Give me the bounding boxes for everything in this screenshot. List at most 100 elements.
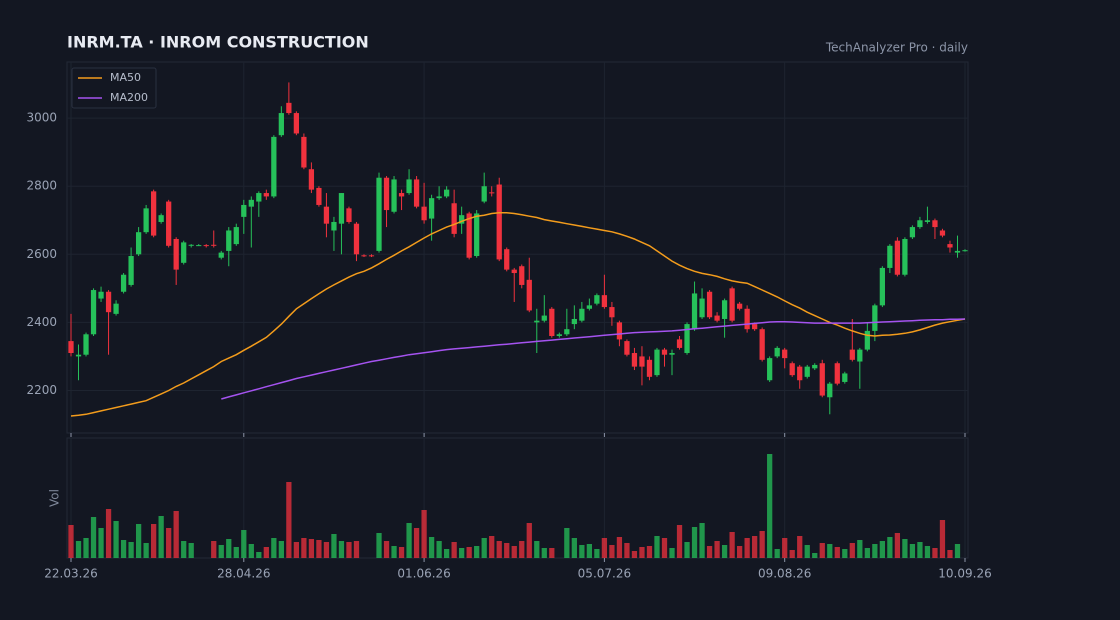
volume-bar bbox=[346, 542, 352, 558]
volume-bar bbox=[714, 541, 720, 558]
candle-body bbox=[939, 230, 946, 236]
candle-body bbox=[541, 315, 547, 321]
candle-body bbox=[398, 193, 405, 197]
volume-bar bbox=[511, 546, 517, 558]
volume-bar bbox=[75, 541, 82, 558]
candle-body bbox=[368, 255, 375, 257]
volume-bar bbox=[639, 547, 645, 558]
volume-bar bbox=[564, 528, 570, 558]
candle-body bbox=[226, 230, 232, 251]
candle-body bbox=[639, 356, 645, 367]
volume-bar bbox=[684, 542, 690, 558]
candle-body bbox=[248, 199, 254, 207]
volume-bar bbox=[263, 547, 269, 558]
volume-bar bbox=[789, 550, 795, 558]
volume-bar bbox=[451, 542, 457, 558]
candle-body bbox=[293, 113, 300, 134]
candle-body bbox=[812, 364, 818, 369]
candle-body bbox=[864, 330, 870, 350]
volume-bar bbox=[376, 533, 382, 558]
candle-body bbox=[278, 113, 284, 136]
candle-body bbox=[286, 102, 292, 114]
candle-body bbox=[338, 193, 345, 224]
volume-bar bbox=[391, 546, 397, 558]
candle-body bbox=[361, 255, 367, 257]
candle-body bbox=[887, 245, 893, 268]
volume-bar bbox=[316, 540, 322, 558]
candle-body bbox=[691, 293, 698, 330]
volume-bar bbox=[849, 543, 855, 558]
candle-body bbox=[196, 245, 202, 247]
candle-body bbox=[631, 353, 638, 367]
candle-body bbox=[113, 303, 119, 314]
candle-body bbox=[120, 274, 127, 292]
candle-body bbox=[203, 245, 209, 247]
volume-bar bbox=[804, 545, 810, 558]
volume-bar bbox=[534, 541, 540, 558]
volume-bar bbox=[661, 538, 668, 558]
volume-bar bbox=[248, 544, 254, 558]
volume-bar bbox=[158, 516, 164, 558]
volume-bar bbox=[233, 547, 239, 558]
volume-bar bbox=[105, 509, 112, 558]
volume-bar bbox=[954, 544, 961, 558]
volume-bar bbox=[421, 510, 427, 558]
volume-bar bbox=[579, 545, 585, 558]
volume-bar bbox=[691, 527, 698, 558]
candle-body bbox=[932, 220, 938, 228]
volume-bar bbox=[278, 541, 284, 558]
volume-bar bbox=[90, 517, 97, 558]
candle-body bbox=[466, 213, 472, 258]
volume-bar bbox=[323, 542, 330, 558]
x-tick-label: 28.04.26 bbox=[217, 567, 270, 581]
candle-body bbox=[804, 366, 810, 377]
volume-bar bbox=[218, 545, 224, 558]
candle-body bbox=[68, 341, 74, 354]
volume-bar bbox=[98, 528, 104, 558]
candle-body bbox=[353, 223, 360, 255]
volume-bar bbox=[526, 523, 532, 558]
grid: 2200 2400 2600 2800 3000 22.03.26 28.04.26 01.0… bbox=[26, 62, 992, 581]
volume-bar bbox=[894, 533, 901, 558]
volume-bar bbox=[932, 548, 938, 558]
candle-body bbox=[661, 349, 668, 355]
candle-body bbox=[646, 359, 653, 377]
volume-bar bbox=[797, 536, 803, 558]
volume-bar bbox=[549, 548, 555, 558]
candle-body bbox=[158, 215, 164, 222]
volume-bar bbox=[857, 540, 863, 558]
volume-bar bbox=[338, 541, 345, 558]
volume-bar bbox=[864, 548, 870, 558]
volume-bar bbox=[68, 525, 74, 558]
candle-body bbox=[323, 206, 330, 224]
candle-body bbox=[954, 250, 961, 253]
candle-body bbox=[744, 308, 750, 330]
volume-bar bbox=[842, 549, 848, 558]
volume-bar bbox=[143, 543, 149, 558]
volume-bar bbox=[413, 528, 420, 558]
volume-bar bbox=[699, 523, 705, 558]
candle-body bbox=[729, 288, 735, 321]
candle-body bbox=[75, 354, 82, 357]
legend-label: MA200 bbox=[110, 91, 148, 104]
candle-body bbox=[774, 347, 780, 357]
volume-bar bbox=[474, 546, 480, 558]
candle-body bbox=[834, 363, 840, 384]
volume-bar bbox=[571, 538, 577, 558]
candle-body bbox=[105, 291, 112, 313]
volume-bar bbox=[496, 541, 502, 558]
volume-bar bbox=[383, 541, 390, 558]
candle-body bbox=[849, 349, 855, 360]
candle-body bbox=[609, 307, 615, 318]
volume-bar bbox=[466, 547, 472, 558]
volume-bar bbox=[181, 541, 187, 558]
candle-body bbox=[924, 220, 931, 222]
volume-bar bbox=[812, 553, 818, 558]
volume-bar bbox=[909, 544, 916, 558]
candle-body bbox=[218, 252, 224, 258]
candle-body bbox=[534, 320, 540, 323]
ma-line bbox=[221, 318, 966, 400]
candle-body bbox=[699, 298, 705, 318]
